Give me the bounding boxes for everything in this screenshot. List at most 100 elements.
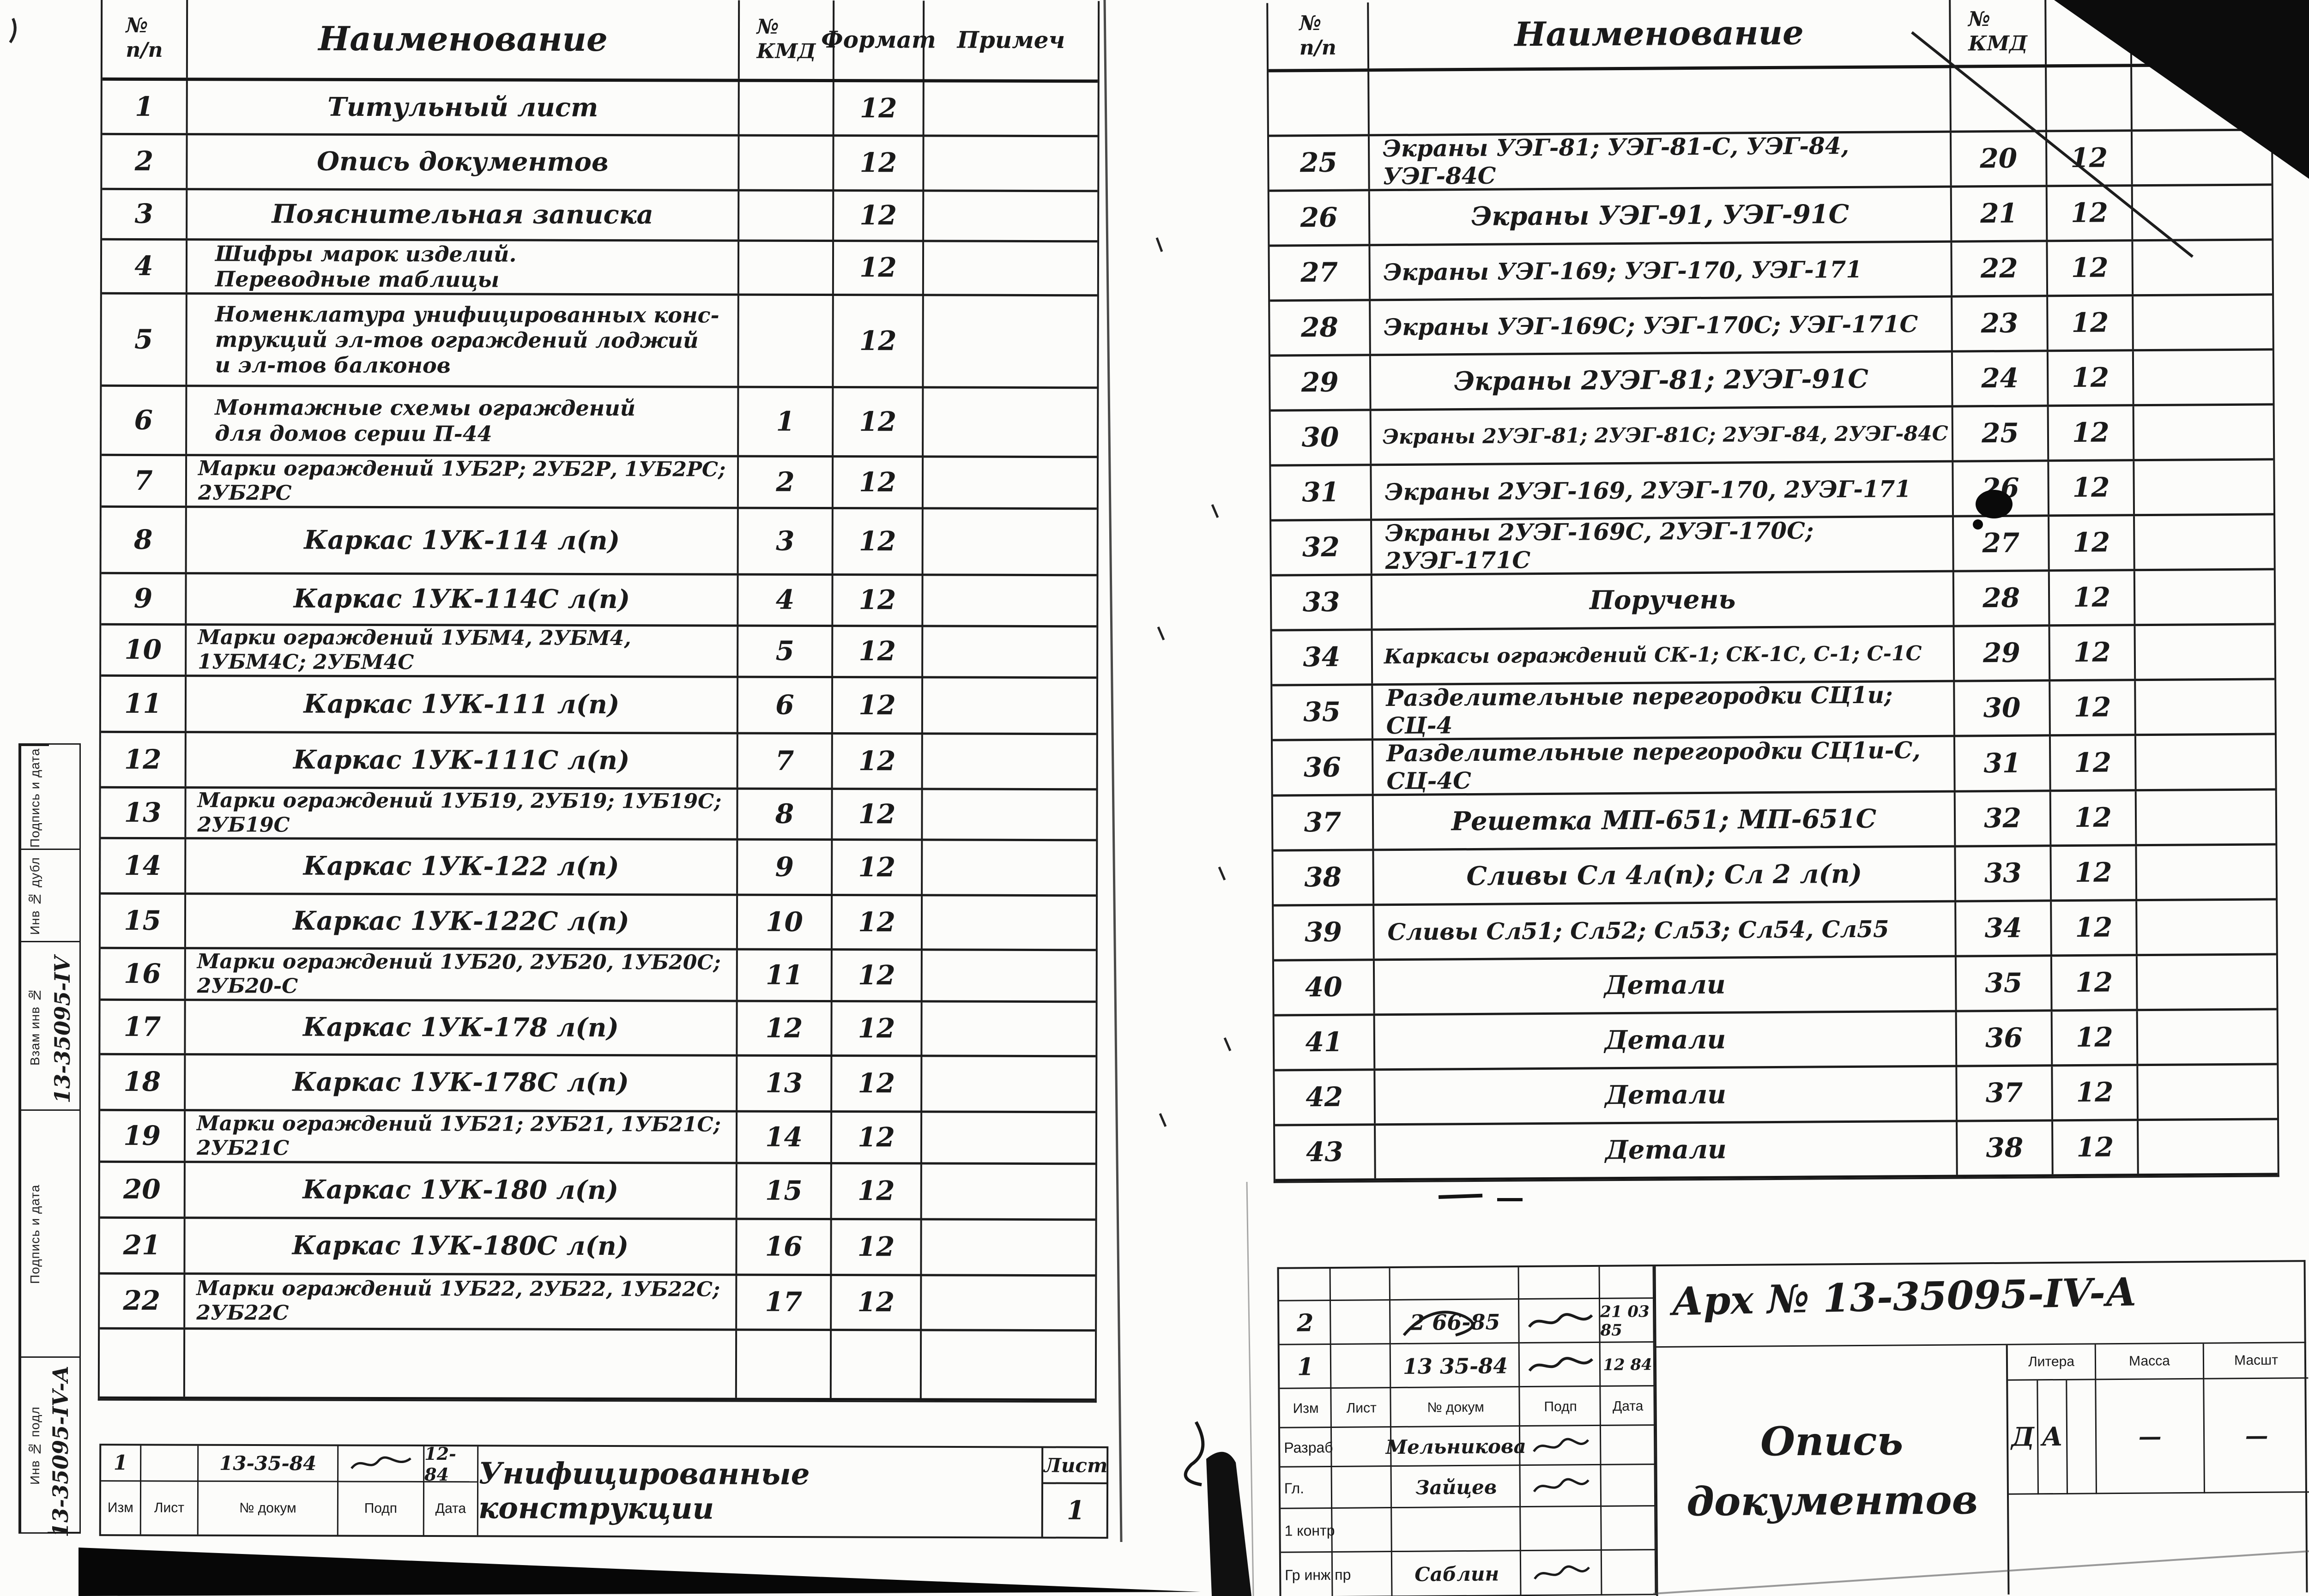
name-cell: Каркас 1УК-122 л(п): [186, 839, 738, 894]
format-cell: 12: [2053, 1066, 2139, 1120]
tick-mark-2: [1211, 504, 1219, 518]
name-cell: Пояснительная записка: [187, 190, 740, 240]
name-cell: Титульный лист: [187, 81, 740, 134]
staff-name: [1392, 1507, 1521, 1552]
table-header-name: Наименование: [1369, 0, 1952, 69]
kmd-cell: 4: [738, 575, 834, 625]
note-cell: [923, 951, 1096, 1000]
stamp-rail-subcell: [48, 849, 79, 942]
table-header-num: № п/п: [102, 0, 188, 78]
signature-stroke: [350, 1456, 411, 1469]
inventory-number-handwritten-upper: 13-35095-IV: [50, 956, 75, 1103]
scale-value: —: [2204, 1379, 2309, 1494]
name-cell: Экраны УЭГ-169С; УЭГ-170С; УЭГ-171С: [1371, 297, 1953, 354]
name-cell: Марки ограждений 1УБ19, 2УБ19; 1УБ19С; 2…: [186, 789, 738, 838]
note-cell: [923, 627, 1096, 676]
titleblock-grid-cell: [1519, 1266, 1601, 1300]
table-row: 15 Каркас 1УК-122С л(п) 10 12: [100, 894, 1096, 952]
revision-signature: [1520, 1343, 1601, 1387]
sheet-label: Лист: [1043, 1448, 1109, 1484]
footer-list-value: [141, 1445, 199, 1482]
name-cell: Сливы Сл51; Сл52; Сл53; Сл54, Сл55: [1374, 902, 1957, 959]
note-cell: [922, 1220, 1095, 1274]
format-cell: 12: [2049, 461, 2135, 515]
format-cell: 12: [832, 896, 923, 949]
table-row: 22 Марки ограждений 1УБ22, 2УБ22, 1УБ22С;…: [100, 1274, 1095, 1332]
num-cell: 11: [101, 676, 187, 731]
note-cell: [924, 509, 1097, 574]
name-cell: Номенклатура унифицированных конс- трукц…: [187, 295, 739, 386]
staff-signature: [1521, 1465, 1602, 1507]
table-row: 26 Экраны УЭГ-91, УЭГ-91С 21 12: [1269, 186, 2272, 247]
name-cell: Разделительные перегородки СЦ1и; СЦ-4: [1373, 681, 1955, 739]
kmd-cell: 23: [1952, 297, 2049, 350]
note-cell: [924, 388, 1097, 456]
name-cell: Сливы Сл 4л(п); Сл 2 л(п): [1374, 847, 1957, 904]
name-cell: Экраны УЭГ-81; УЭГ-81-С, УЭГ-84, УЭГ-84С: [1369, 132, 1952, 190]
table-row: 42 Детали 37 12: [1275, 1065, 2278, 1126]
format-cell: 12: [833, 841, 923, 894]
table-row: 9 Каркас 1УК-114С л(п) 4 12: [101, 574, 1097, 628]
note-cell: [925, 82, 1098, 135]
shadow-blob-right: [1206, 1451, 1251, 1596]
titleblock-grid-cell: [1601, 1426, 1656, 1465]
revision-date: 21 03 85: [1600, 1302, 1650, 1340]
name-cell: Детали: [1375, 1067, 1958, 1124]
name-cell: Каркас 1УК-178 л(п): [186, 1001, 738, 1054]
kmd-cell: 30: [1955, 681, 2051, 735]
kmd-cell: 9: [738, 840, 833, 894]
name-cell: Каркас 1УК-111С л(п): [186, 733, 738, 788]
format-cell: 12: [834, 296, 924, 386]
inventory-number-handwritten-lower: 13-35095-IV-А: [48, 1365, 73, 1537]
note-cell: [2134, 295, 2273, 349]
kmd-cell: [1951, 67, 2047, 131]
name-cell: Монтажные схемы ограждений для домов сер…: [187, 387, 739, 455]
format-cell: 12: [834, 137, 925, 190]
name-cell: Марки ограждений 1УБ22, 2УБ22, 1УБ22С; 2…: [185, 1275, 737, 1329]
num-cell: 7: [101, 456, 187, 506]
note-cell: [2135, 625, 2274, 679]
kmd-cell: 10: [737, 896, 833, 949]
table-row: 8 Каркас 1УК-114 л(п) 3 12: [101, 507, 1097, 577]
note-cell: [2133, 131, 2272, 184]
note-cell: [2138, 1010, 2277, 1064]
pen-dash-2: [1497, 1198, 1523, 1201]
note-cell: [2136, 680, 2275, 734]
num-cell: 9: [101, 574, 187, 624]
num-cell: 13: [101, 788, 187, 837]
kmd-cell: 38: [1958, 1121, 2054, 1175]
note-cell: [2137, 845, 2276, 899]
table-row: 25 Экраны УЭГ-81; УЭГ-81-С, УЭГ-84, УЭГ-8…: [1269, 131, 2272, 192]
kmd-cell: [739, 136, 834, 190]
note-cell: [2137, 900, 2276, 954]
num-cell: 3: [102, 190, 188, 239]
note-cell: [2138, 955, 2277, 1009]
num-cell: 2: [102, 135, 188, 188]
footer-signature: [338, 1446, 425, 1482]
format-cell: 12: [833, 509, 924, 574]
stamp-rail-cell: Инв № дубл: [20, 849, 49, 942]
num-cell: 31: [1271, 466, 1372, 519]
kmd-cell: 27: [1954, 517, 2050, 570]
kmd-cell: 37: [1957, 1066, 2054, 1120]
num-cell: 43: [1275, 1126, 1376, 1179]
note-cell: [923, 576, 1096, 625]
kmd-cell: 11: [737, 950, 833, 1000]
kmd-cell: [737, 1331, 832, 1398]
format-cell: 12: [833, 576, 924, 625]
stamp-rail-subcell: [48, 1356, 79, 1533]
kmd-cell: 14: [737, 1112, 833, 1162]
kmd-cell: [739, 191, 834, 240]
titleblock-grid-cell: [1602, 1506, 1656, 1551]
titleblock-grid-cell: [1600, 1266, 1655, 1299]
table-row: 29 Экраны 2УЭГ-81; 2УЭГ-91С 24 12: [1270, 350, 2273, 412]
kmd-cell: 6: [738, 678, 834, 733]
litera-value: [2067, 1380, 2097, 1494]
staff-name: Зайцев: [1415, 1475, 1497, 1499]
titleblock-grid-cell: [1331, 1344, 1391, 1389]
format-cell: 12: [834, 388, 924, 456]
format-cell: 12: [2049, 571, 2136, 625]
tick-mark-5: [1223, 1037, 1232, 1051]
note-cell: [924, 242, 1097, 294]
format-cell: 12: [833, 458, 924, 507]
